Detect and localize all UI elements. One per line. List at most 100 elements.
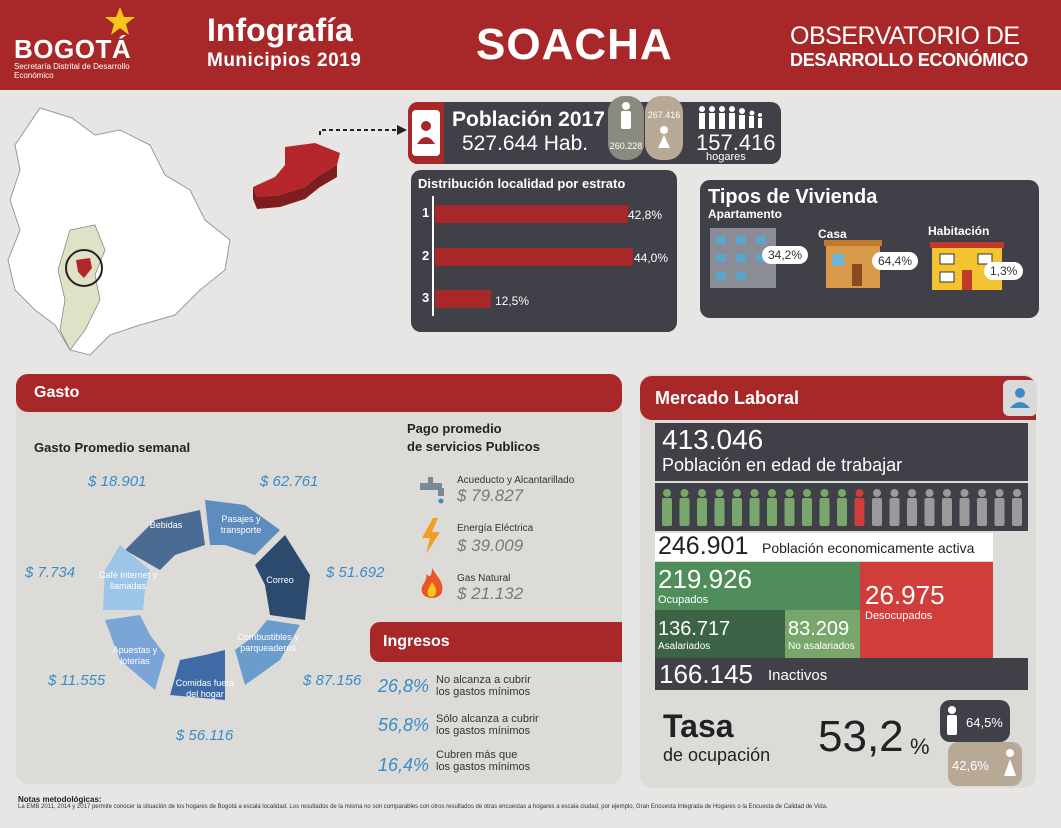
women-badge — [645, 96, 683, 160]
estrato-2-label: 2 — [422, 248, 430, 263]
bogota-logo: BOGOTÁ — [14, 34, 132, 64]
tasa-title: Tasa — [663, 708, 734, 744]
hogares-label: hogares — [706, 151, 746, 163]
serv-gas-label: Gas Natural — [457, 573, 511, 584]
person-icon — [837, 489, 847, 526]
amt-cafe: $ 7.734 — [25, 564, 76, 581]
amt-bebidas: $ 18.901 — [88, 473, 147, 490]
person-icon — [412, 110, 440, 156]
poblacion-panel — [408, 102, 781, 164]
ing-txt-2a: Sólo alcanza a cubrir — [436, 713, 539, 725]
poblacion-value: 527.644 Hab. — [462, 132, 589, 155]
estrato-2-bar — [435, 248, 633, 266]
seg-correo: Correo — [266, 575, 294, 585]
ing-txt-1: No alcanza a cubrir los gastos mínimos — [436, 674, 531, 698]
header-bar — [0, 0, 1061, 90]
estrato-title: Distribución localidad por estrato — [418, 176, 626, 191]
mercado-title: Mercado Laboral — [655, 388, 800, 408]
observatorio-line1: OBSERVATORIO DE — [790, 22, 1020, 50]
estrato-3-bar — [435, 290, 492, 308]
habitacion-value: 1,3% — [984, 262, 1024, 280]
men-count: 260.228 — [609, 141, 643, 151]
estrato-1-value: 42,8% — [628, 208, 663, 222]
desocupados-value: 26.975 — [865, 580, 945, 610]
ing-txt-1a: No alcanza a cubrir — [436, 674, 531, 686]
poblacion-title: Población 2017 — [452, 108, 605, 131]
asalariados-box — [655, 610, 785, 658]
pet-value: 413.046 — [662, 424, 764, 455]
person-icon — [1012, 489, 1022, 526]
pago-title: Pago promedio de servicios Publicos — [407, 420, 540, 456]
ing-txt-3a: Cubren más que — [436, 749, 518, 761]
tasa-women-value: 42,6% — [952, 758, 989, 773]
ing-pct-1: 26,8% — [378, 676, 430, 696]
amt-comidas: $ 56.116 — [176, 727, 234, 744]
desocupados-box — [860, 562, 993, 658]
gasto-cycle-diagram — [103, 500, 310, 700]
estrato-3-label: 3 — [422, 290, 430, 305]
person-icon — [697, 489, 707, 526]
people-icons — [662, 489, 1022, 526]
inactivos-value: 166.145 — [659, 659, 753, 689]
mercado-header — [640, 376, 1036, 420]
person-icon — [784, 489, 795, 526]
person-icon — [767, 489, 777, 526]
casa-label: Casa — [818, 227, 847, 241]
lightning-icon — [422, 518, 440, 554]
man-icon — [621, 102, 631, 129]
serv-energia-label: Energía Eléctrica — [457, 523, 534, 534]
tasa-value: 53,2 — [818, 712, 904, 761]
pea-value: 246.901 — [658, 532, 749, 560]
pago-title-line2: de servicios Publicos — [407, 439, 540, 454]
ocupados-box — [655, 562, 860, 610]
asalariados-label: Asalariados — [658, 641, 711, 652]
notes-text: La EMB 2011, 2014 y 2017 permite conocer… — [18, 804, 828, 810]
flame-icon — [421, 568, 443, 598]
person-icon — [732, 489, 742, 526]
seg-comidas: Comidas fuera del hogar — [175, 678, 235, 699]
casa-value: 64,4% — [872, 252, 919, 270]
person-icon — [854, 489, 865, 526]
man-icon — [947, 706, 957, 735]
page-subtitle: Municipios 2019 — [207, 50, 362, 71]
person-icon — [977, 489, 987, 526]
seg-bebidas: Bebidas — [149, 520, 183, 530]
gasto-semanal-title: Gasto Promedio semanal — [34, 440, 191, 455]
pea-label: Población economicamente activa — [762, 540, 975, 556]
seg-cafe: Café internet y llamadas — [98, 570, 158, 591]
apartamento-label: Apartamento — [708, 207, 783, 221]
person-icon — [714, 489, 725, 526]
seg-combustibles: Combustibles y parqueaderos — [237, 632, 299, 653]
seg-transporte: Pasajes y transporte — [220, 514, 262, 535]
person-icon — [819, 489, 830, 526]
person-icon — [802, 489, 812, 526]
ing-txt-2b: los gastos mínimos — [436, 725, 531, 737]
family-icon — [699, 106, 762, 129]
hogares-value: 157.416 — [696, 130, 776, 155]
person-icon — [662, 489, 672, 526]
person-icon — [872, 489, 882, 526]
ocupados-value: 219.926 — [658, 564, 752, 594]
person-icon — [907, 489, 917, 526]
amt-correo: $ 51.692 — [326, 564, 385, 581]
inactivos-box — [655, 658, 1028, 690]
tasa-percent-sign: % — [910, 734, 930, 759]
estrato-1-bar — [435, 205, 628, 223]
user-icon — [1003, 380, 1037, 416]
tasa-women-badge — [948, 742, 1022, 786]
women-count: 267.416 — [647, 110, 681, 120]
serv-acueducto-value: $ 79.827 — [457, 486, 524, 505]
apartamento-value: 34,2% — [762, 246, 809, 264]
serv-energia-value: $ 39.009 — [457, 536, 524, 555]
noasalariados-value: 83.209 — [788, 618, 850, 640]
tasa-men-badge — [940, 700, 1010, 742]
woman-icon — [658, 126, 670, 148]
pet-label: Población en edad de trabajar — [662, 455, 903, 475]
amt-apuestas: $ 11.555 — [48, 672, 106, 689]
noasalariados-label: No asalariados — [788, 641, 855, 652]
amt-combustibles: $ 87.156 — [303, 672, 362, 689]
pea-box — [655, 533, 993, 561]
person-icon — [942, 489, 952, 526]
ing-txt-1b: los gastos mínimos — [436, 686, 531, 698]
region-map — [7, 107, 231, 356]
